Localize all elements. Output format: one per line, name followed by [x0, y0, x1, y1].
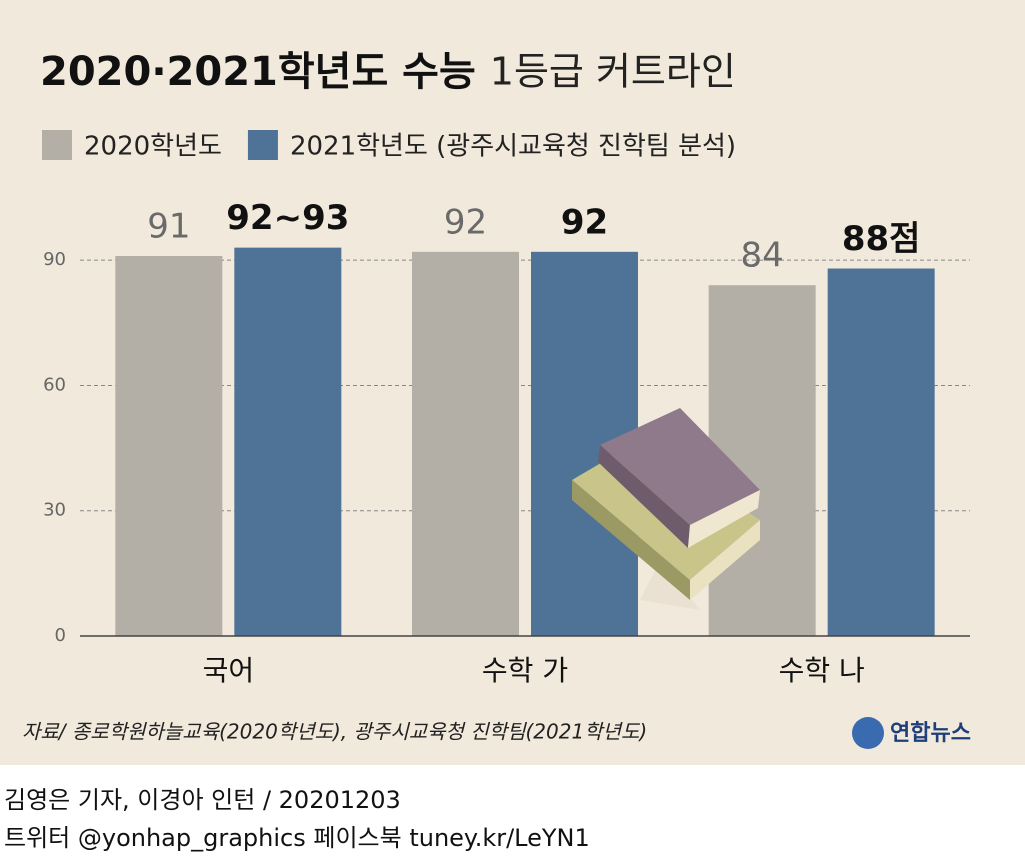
footer-background — [0, 765, 1025, 857]
bar — [234, 247, 342, 636]
y-tick-label: 30 — [43, 500, 66, 521]
y-tick-label: 60 — [43, 374, 66, 395]
value-label: 92~93 — [226, 198, 349, 238]
social: 트위터 @yonhap_graphics 페이스북 tuney.kr/LeYN1 — [4, 824, 590, 852]
value-label: 88점 — [842, 219, 921, 259]
x-tick-label: 수학 가 — [482, 654, 568, 687]
bar — [115, 255, 223, 637]
legend-label: 2021학년도 (광주시교육청 진학팀 분석) — [290, 132, 736, 162]
y-tick-label: 90 — [43, 249, 66, 270]
y-tick-label: 0 — [55, 625, 66, 646]
credit: 김영은 기자, 이경아 인턴 / 20201203 — [4, 786, 401, 814]
chart-title: 2020·2021학년도 수능 — [40, 49, 476, 95]
logo: 연합뉴스 — [890, 720, 971, 746]
books-illustration — [572, 408, 760, 610]
legend-swatch — [247, 130, 278, 160]
value-label: 92 — [561, 202, 608, 242]
chart-subtitle: 1등급 커트라인 — [490, 50, 736, 94]
bar — [827, 268, 935, 636]
legend-label: 2020학년도 — [84, 132, 222, 162]
logo-mark — [852, 717, 884, 749]
legend-swatch — [42, 130, 72, 160]
bar — [412, 251, 519, 636]
value-label: 91 — [147, 206, 190, 246]
value-label: 84 — [741, 236, 784, 276]
x-tick-label: 국어 — [203, 654, 255, 687]
source-note: 자료/ 종로학원하늘교육(2020학년도), 광주시교육청 진학팀(2021학년… — [22, 720, 647, 744]
x-tick-label: 수학 나 — [779, 654, 865, 687]
value-label: 92 — [444, 202, 487, 242]
